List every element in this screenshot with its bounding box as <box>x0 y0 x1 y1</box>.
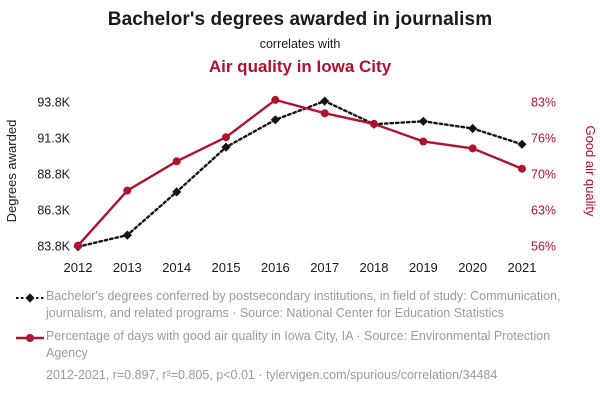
svg-text:56%: 56% <box>531 240 556 254</box>
svg-text:76%: 76% <box>531 132 556 146</box>
red-line-circle-marker-icon <box>16 334 44 342</box>
legend-text-air-quality: Percentage of days with good air quality… <box>46 329 551 360</box>
svg-text:2015: 2015 <box>212 260 241 275</box>
secondary-title: Air quality in Iowa City <box>208 57 392 76</box>
svg-text:Degrees awarded: Degrees awarded <box>4 120 19 223</box>
svg-text:63%: 63% <box>531 204 556 218</box>
legend-item-degrees: Bachelor's degrees conferred by postseco… <box>14 288 586 321</box>
svg-text:2021: 2021 <box>508 260 537 275</box>
svg-text:83%: 83% <box>531 96 556 110</box>
legend-text-degrees: Bachelor's degrees conferred by postseco… <box>46 289 561 320</box>
svg-text:2018: 2018 <box>360 260 389 275</box>
footer-stats: 2012-2021, r=0.897, r²=0.805, p<0.01 · t… <box>46 368 498 382</box>
svg-text:2012: 2012 <box>64 260 93 275</box>
correlates-with-label: correlates with <box>259 37 341 51</box>
line-chart-svg: 83.8K 86.3K 88.8K 91.3K 93.8K 56% 63% 70% 76% 83%… <box>4 96 598 275</box>
svg-text:2017: 2017 <box>310 260 339 275</box>
legend: Bachelor's degrees conferred by postseco… <box>0 284 600 382</box>
svg-text:93.8K: 93.8K <box>37 96 70 110</box>
chart-header: Bachelor's degrees awarded in journalism… <box>0 9 600 77</box>
svg-text:2013: 2013 <box>113 260 142 275</box>
svg-text:83.8K: 83.8K <box>37 240 70 254</box>
svg-text:86.3K: 86.3K <box>37 204 70 218</box>
svg-text:88.8K: 88.8K <box>37 168 70 182</box>
svg-text:2019: 2019 <box>409 260 438 275</box>
svg-text:91.3K: 91.3K <box>37 132 70 146</box>
page-title: Bachelor's degrees awarded in journalism <box>107 9 493 30</box>
svg-text:Good air quality: Good air quality <box>583 125 598 217</box>
black-dotted-diamond-marker-icon <box>16 293 44 303</box>
svg-text:2014: 2014 <box>162 260 191 275</box>
legend-item-air-quality: Percentage of days with good air quality… <box>14 328 586 361</box>
chart-area: 83.8K 86.3K 88.8K 91.3K 93.8K 56% 63% 70% 76% 83%… <box>0 79 600 284</box>
svg-text:2020: 2020 <box>458 260 487 275</box>
svg-text:70%: 70% <box>531 168 556 182</box>
svg-text:2016: 2016 <box>261 260 290 275</box>
